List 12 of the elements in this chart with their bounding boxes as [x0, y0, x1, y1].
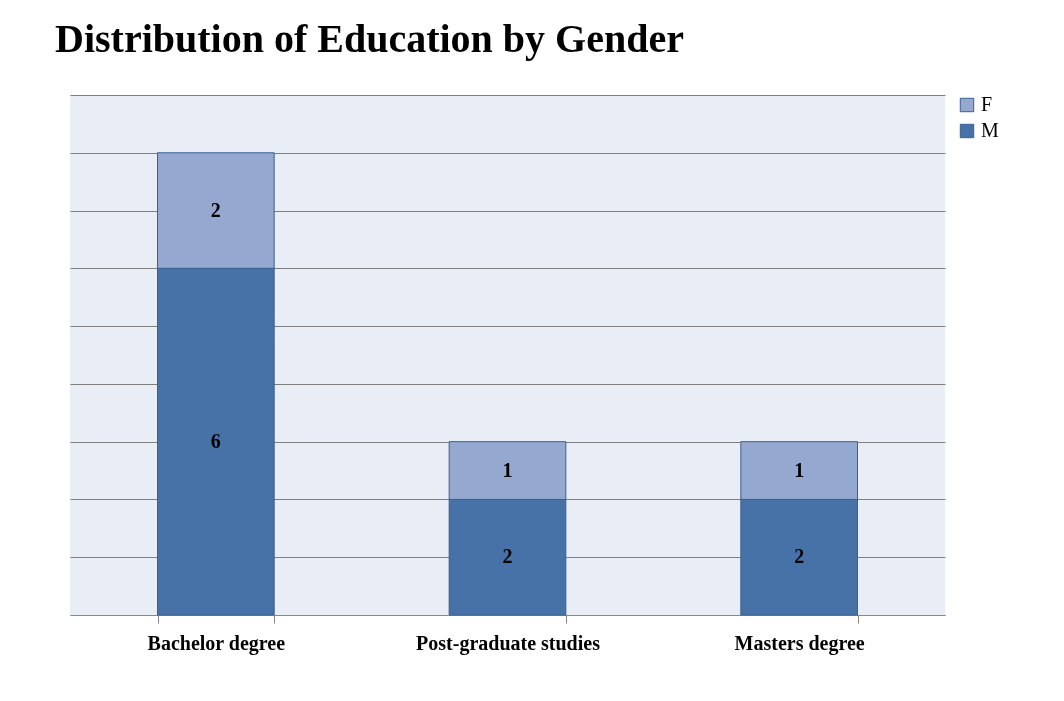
data-label: 2 — [502, 545, 513, 568]
data-label: 1 — [502, 458, 513, 481]
legend-label: M — [981, 119, 999, 141]
data-label: 2 — [794, 545, 805, 568]
x-tick-label: Post-graduate studies — [416, 631, 601, 655]
data-label: 2 — [210, 198, 221, 221]
data-label: 6 — [210, 429, 221, 452]
x-tick-label: Bachelor degree — [147, 631, 286, 655]
chart-title: Distribution of Education by Gender — [55, 16, 684, 61]
data-label: 1 — [794, 458, 805, 481]
legend-label: F — [981, 93, 993, 115]
x-tick-label: Masters degree — [734, 631, 865, 655]
